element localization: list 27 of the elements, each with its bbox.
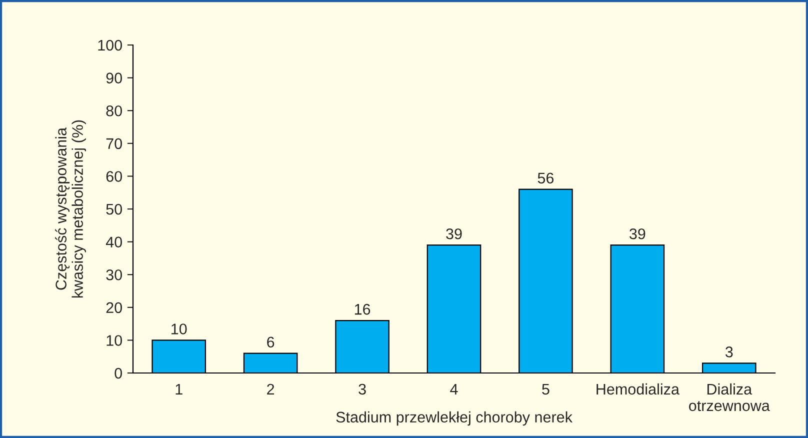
data-label: 56 — [538, 172, 554, 184]
y-tick-label: 10 — [106, 335, 122, 346]
x-tick-label: 4 — [450, 384, 458, 394]
y-tick-label: 50 — [106, 204, 122, 215]
y-tick-label: 100 — [98, 40, 122, 51]
x-tick-label: Dializa otrzewnowa — [689, 383, 770, 412]
y-tick-label: 80 — [106, 105, 122, 116]
x-tick-label: 3 — [358, 384, 366, 395]
y-tick-label: 70 — [106, 138, 122, 150]
x-tick-label: Hemodializa — [596, 383, 680, 395]
x-tick-label: 2 — [267, 384, 274, 394]
data-label: 39 — [630, 228, 646, 240]
y-tick-label: 20 — [106, 302, 122, 314]
data-label: 10 — [172, 324, 187, 334]
data-label: 39 — [446, 228, 462, 240]
x-axis-title: Stadium przewlekłej choroby nerek — [336, 411, 572, 426]
y-tick-label: 0 — [114, 368, 122, 379]
x-tick-label: 1 — [176, 384, 182, 394]
data-label: 3 — [725, 346, 733, 358]
x-tick-label: 5 — [542, 384, 550, 395]
y-tick-label: 30 — [106, 269, 122, 280]
data-label: 6 — [267, 336, 274, 348]
y-tick-label: 40 — [106, 236, 122, 248]
y-axis-title: Częstość występowania kwasicy metabolicznej (%) — [55, 120, 86, 298]
data-label: 16 — [354, 304, 370, 315]
y-tick-label: 60 — [106, 171, 122, 182]
y-tick-label: 90 — [106, 72, 122, 84]
